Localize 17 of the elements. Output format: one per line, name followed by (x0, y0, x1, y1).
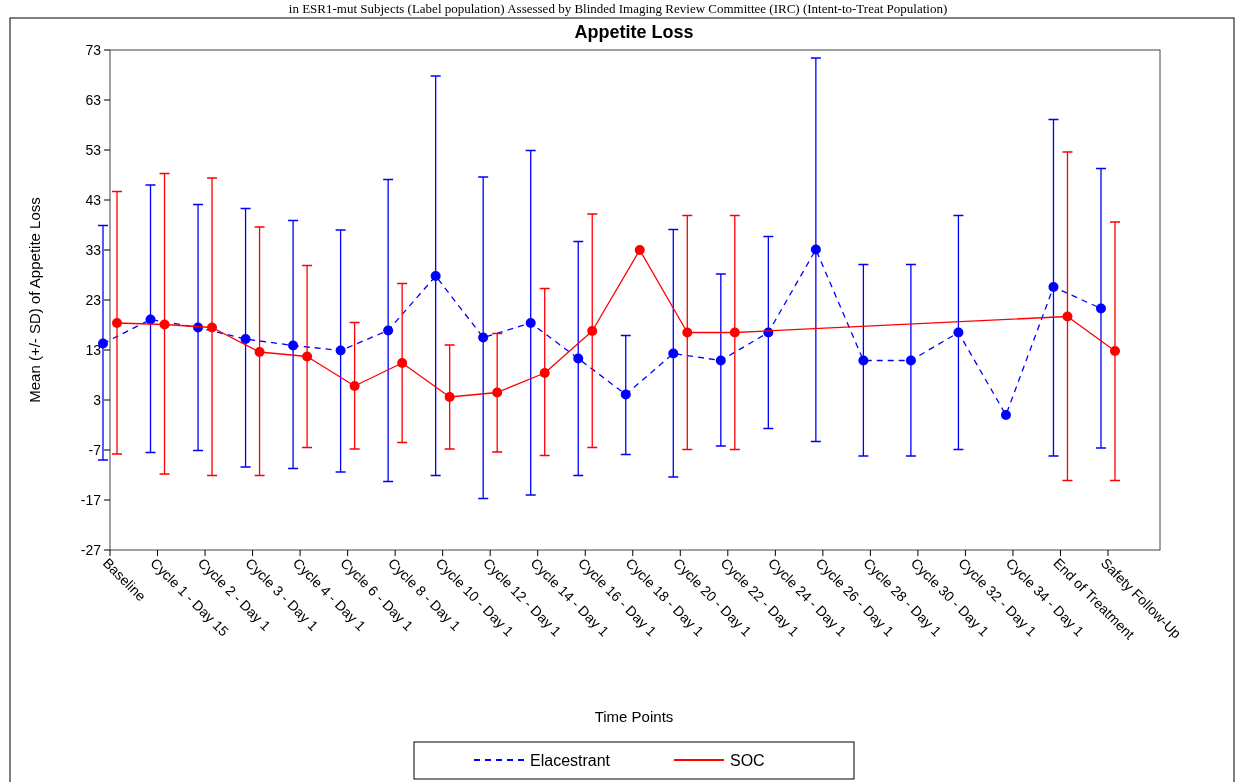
y-tick-label: 13 (85, 341, 102, 358)
y-tick-label: -17 (80, 491, 102, 508)
y-tick-label: 63 (85, 91, 102, 108)
y-tick-label: 73 (85, 41, 102, 58)
y-tick-label: 3 (93, 391, 102, 408)
legend-label: SOC (730, 751, 765, 769)
y-tick-label: 43 (85, 191, 102, 208)
y-tick-label: -27 (80, 541, 102, 558)
y-tick-label: 33 (85, 241, 102, 258)
y-axis-title: Mean (+/- SD) of Appetite Loss (26, 197, 43, 403)
legend-label: Elacestrant (530, 751, 611, 769)
y-tick-label: -7 (88, 441, 102, 458)
chart-title: Appetite Loss (574, 22, 694, 42)
chart-subtitle: in ESR1-mut Subjects (Label population) Assessed by Blinded Imaging Review Committee (IRC) (Intent-to-Treat Population) (288, 1, 948, 16)
y-tick-label: 53 (85, 141, 102, 158)
y-tick-label: 23 (85, 291, 102, 308)
x-axis-title: Time Points (594, 708, 674, 725)
